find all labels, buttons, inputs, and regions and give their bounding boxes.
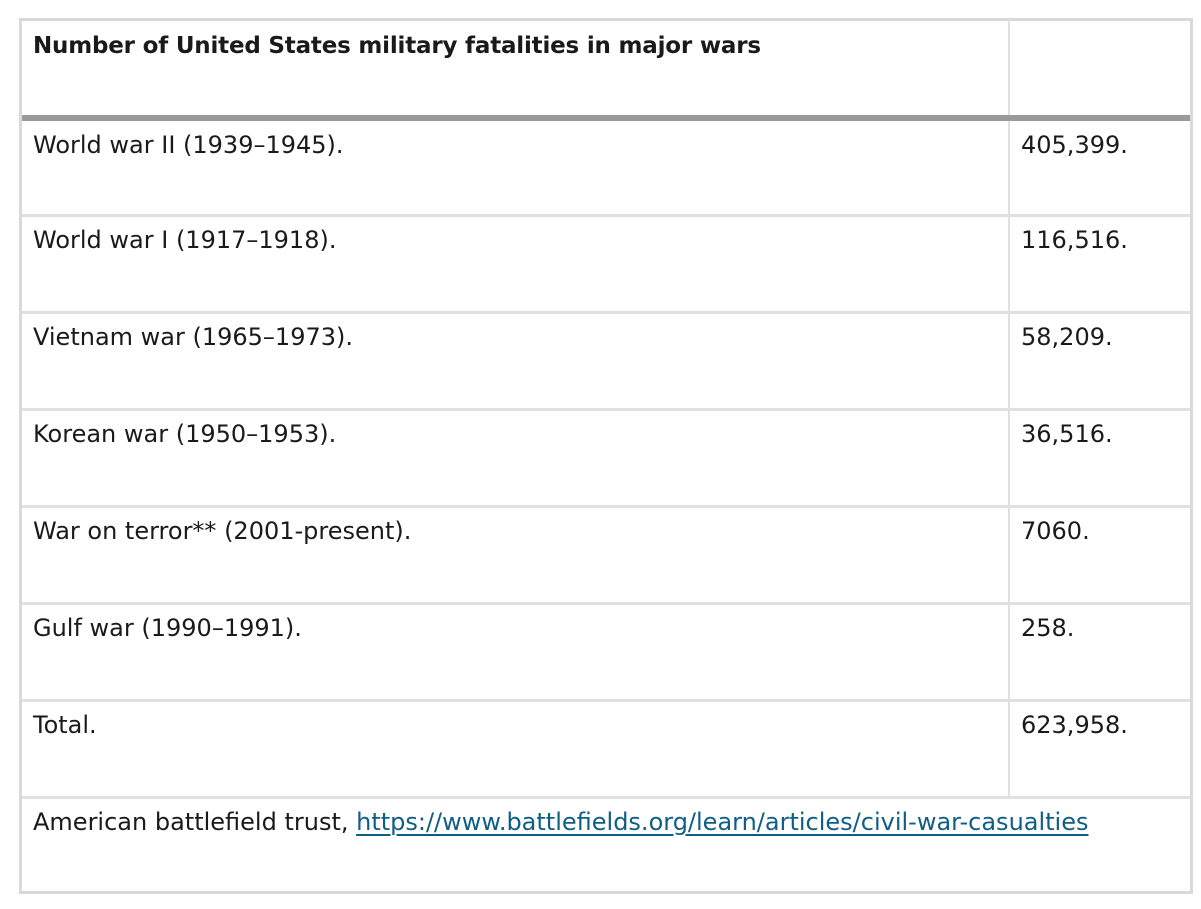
fatalities-cell: 116,516. bbox=[1008, 213, 1190, 312]
total-value-cell: 623,958. bbox=[1008, 698, 1190, 797]
fatalities-cell: 405,399. bbox=[1008, 118, 1190, 215]
fatalities-table: Number of United States military fatalit… bbox=[22, 21, 1190, 896]
source-text: American battlefield trust, bbox=[33, 807, 357, 836]
table-row-total: Total. 623,958. bbox=[22, 698, 1190, 797]
table-row: World war II (1939–1945). 405,399. bbox=[22, 118, 1190, 215]
table-row: Vietnam war (1965–1973). 58,209. bbox=[22, 310, 1190, 409]
table-row: Korean war (1950–1953). 36,516. bbox=[22, 407, 1190, 506]
fatalities-cell: 36,516. bbox=[1008, 407, 1190, 506]
table-title-header: Number of United States military fatalit… bbox=[22, 21, 1009, 121]
war-name-cell: World war I (1917–1918). bbox=[22, 213, 1009, 312]
table-footer-row: American battlefield trust, https://www.… bbox=[22, 795, 1190, 896]
fatalities-cell: 58,209. bbox=[1008, 310, 1190, 409]
source-footer: American battlefield trust, https://www.… bbox=[22, 795, 1190, 896]
fatalities-cell: 258. bbox=[1008, 601, 1190, 700]
table-header-row: Number of United States military fatalit… bbox=[22, 21, 1190, 121]
total-label-cell: Total. bbox=[22, 698, 1009, 797]
source-link[interactable]: https://www.battlefields.org/learn/artic… bbox=[356, 807, 1089, 836]
war-name-cell: Korean war (1950–1953). bbox=[22, 407, 1009, 506]
table-row: World war I (1917–1918). 116,516. bbox=[22, 213, 1190, 312]
war-name-cell: World war II (1939–1945). bbox=[33, 131, 344, 159]
fatalities-table-container: Number of United States military fatalit… bbox=[19, 18, 1193, 896]
war-name-cell: Vietnam war (1965–1973). bbox=[22, 310, 1009, 409]
table-row: War on terror** (2001-present). 7060. bbox=[22, 504, 1190, 603]
table-row: Gulf war (1990–1991). 258. bbox=[22, 601, 1190, 700]
value-header bbox=[1008, 21, 1190, 121]
fatalities-cell: 7060. bbox=[1008, 504, 1190, 603]
war-name-cell: War on terror** (2001-present). bbox=[22, 504, 1009, 603]
war-name-cell: Gulf war (1990–1991). bbox=[22, 601, 1009, 700]
